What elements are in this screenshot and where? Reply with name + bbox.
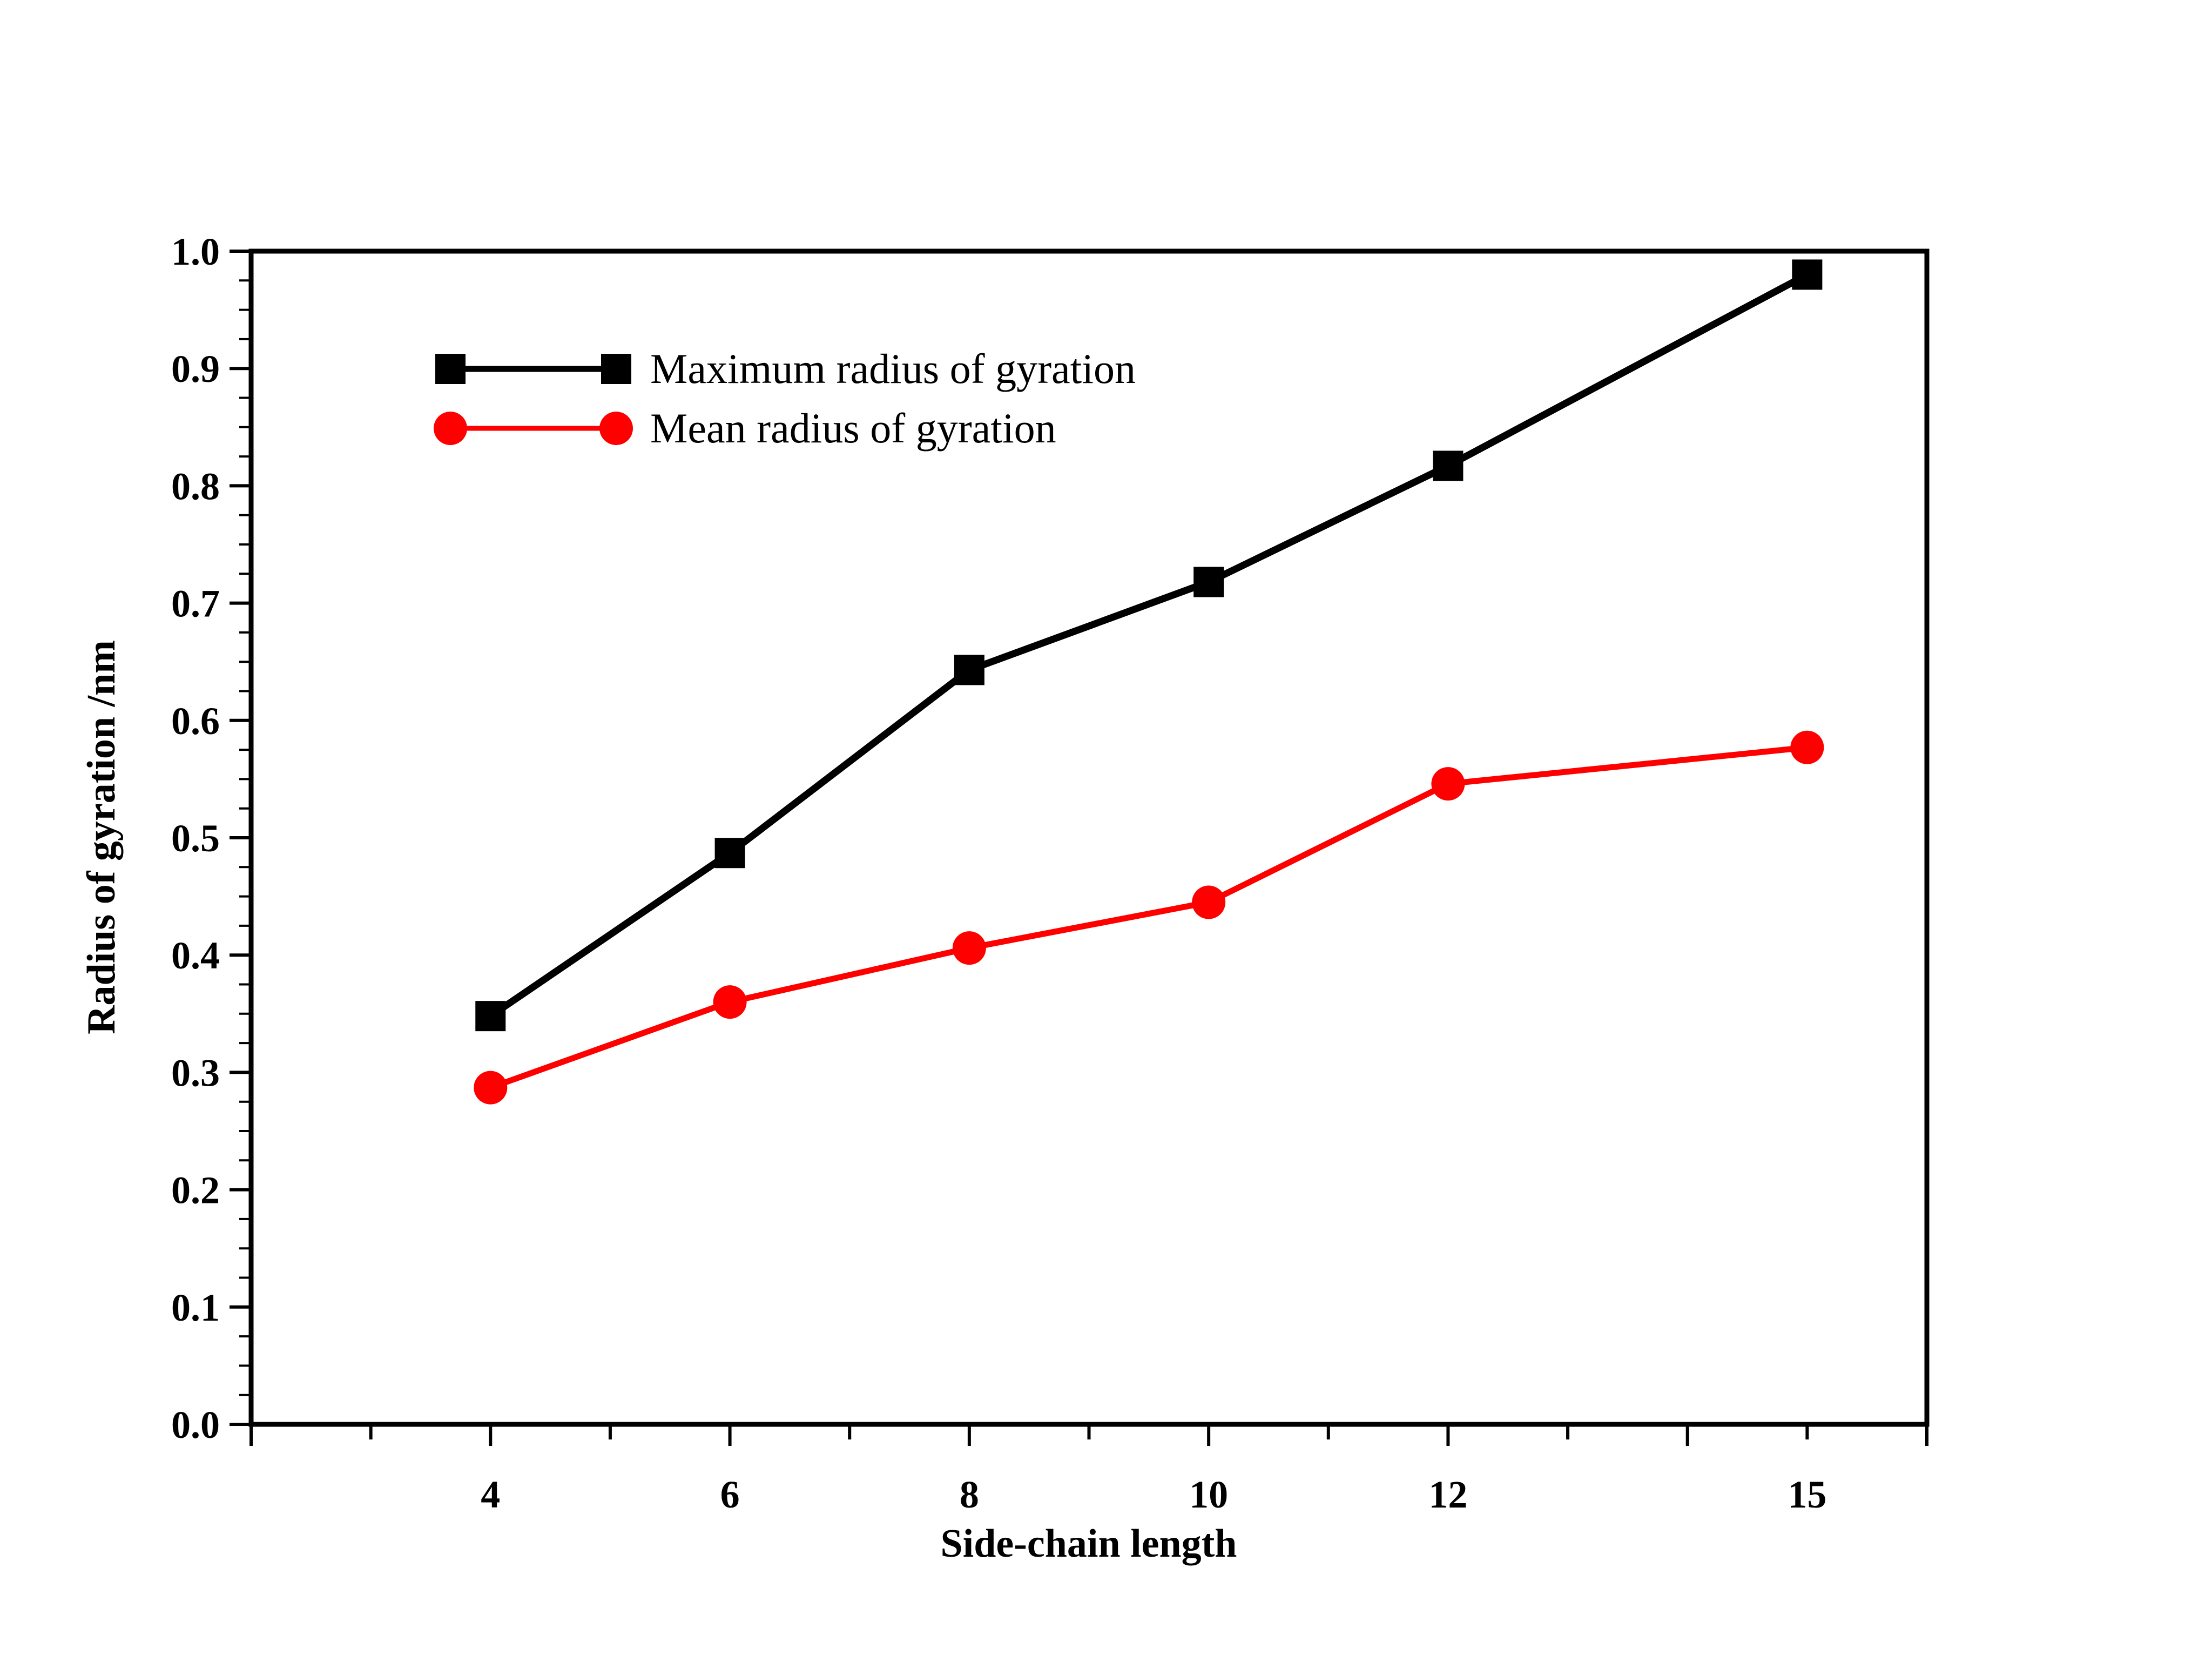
y-tick-label: 0.3 [171,1051,220,1094]
y-tick-label: 0.6 [171,699,220,743]
legend-marker-circle [599,412,633,445]
data-point-square [1433,450,1464,481]
data-point-circle [1192,885,1226,919]
y-tick-label: 1.0 [171,230,220,273]
data-point-circle [474,1071,508,1105]
data-point-circle [1790,730,1824,764]
x-tick-label: 10 [1189,1473,1228,1516]
x-tick-label: 6 [720,1473,740,1516]
y-axis-title: Radius of gyration /nm [79,640,124,1034]
series-line [488,271,1809,1019]
legend: Maximum radius of gyration Mean radius of… [434,345,1136,452]
series-group [474,259,1824,1105]
x-tick-label: 8 [960,1473,979,1516]
y-tick-label: 0.7 [171,582,220,625]
legend-entry-1: Maximum radius of gyration [435,345,1136,392]
data-point-square [1193,567,1224,597]
y-tick-label: 0.5 [171,817,220,860]
series-line [489,744,1808,1091]
x-tick-label: 4 [481,1473,500,1516]
data-point-square [714,838,745,869]
series-2 [474,730,1824,1105]
legend-marker-square [435,354,466,384]
data-point-circle [713,985,747,1019]
data-point-circle [952,931,986,965]
series-1 [475,259,1823,1032]
x-tick-label: 15 [1788,1473,1826,1516]
data-point-circle [1431,767,1465,801]
legend-label: Maximum radius of gyration [650,345,1136,392]
x-tick-label: 12 [1428,1473,1467,1516]
y-tick-label: 0.9 [171,347,220,391]
data-point-square [475,1001,506,1032]
y-tick-label: 0.2 [171,1169,220,1212]
legend-label: Mean radius of gyration [650,405,1056,452]
tick-labels: 0.0 0.1 0.2 0.3 0.4 0.5 0.6 0.7 0.8 0.9 1.0 4 6 8 10 12… [171,230,1826,1516]
y-tick-label: 0.4 [171,934,220,977]
data-point-square [1792,259,1823,290]
y-tick-label: 0.8 [171,465,220,508]
legend-entry-2: Mean radius of gyration [434,405,1056,452]
legend-marker-square [601,354,631,384]
y-tick-label: 0.1 [171,1286,220,1329]
data-point-square [954,655,984,685]
y-tick-label: 0.0 [171,1403,220,1446]
plot-frame [248,248,1930,1427]
legend-marker-circle [434,412,467,445]
x-axis-title: Side-chain length [941,1522,1237,1566]
